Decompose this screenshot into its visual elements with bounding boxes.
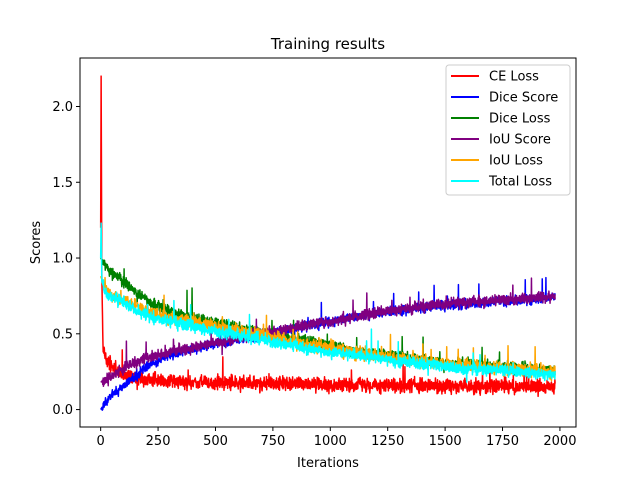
y-tick-label: 0.5 — [52, 327, 73, 342]
x-tick-label: 1500 — [429, 434, 462, 449]
legend-label: CE Loss — [489, 70, 539, 85]
x-tick-label: 250 — [146, 434, 171, 449]
legend-label: Total Loss — [488, 175, 552, 190]
x-tick-label: 1250 — [371, 434, 404, 449]
x-axis: 0 250 500 750 1000 1250 1500 1750 2000 — [97, 427, 576, 449]
y-tick-label: 0.0 — [52, 403, 73, 418]
series-line-ce-loss — [99, 75, 556, 398]
chart-title: Training results — [270, 35, 385, 53]
y-axis-title: Scores — [29, 221, 44, 264]
y-tick-label: 1.0 — [52, 252, 73, 267]
x-tick-label: 750 — [260, 434, 285, 449]
series-line-total-loss — [99, 222, 556, 383]
y-tick-label: 1.5 — [52, 176, 73, 191]
x-tick-label: 0 — [97, 434, 105, 449]
x-tick-label: 500 — [203, 434, 228, 449]
legend: CE Loss Dice Score Dice Loss IoU Score IoU L… — [445, 64, 571, 196]
plot-area — [79, 57, 577, 428]
plot-frame — [79, 57, 577, 428]
x-axis-title: Iterations — [297, 456, 359, 471]
series-group — [99, 75, 556, 411]
legend-label: IoU Loss — [489, 154, 543, 169]
legend-label: Dice Loss — [489, 112, 551, 127]
series-line-iou-score — [100, 277, 556, 388]
x-tick-label: 1000 — [314, 434, 347, 449]
x-tick-label: 2000 — [543, 434, 576, 449]
legend-label: IoU Score — [489, 133, 551, 148]
x-tick-label: 1750 — [486, 434, 519, 449]
y-axis: 0.0 0.5 1.0 1.5 2.0 — [52, 100, 80, 418]
y-tick-label: 2.0 — [52, 100, 73, 115]
legend-label: Dice Score — [489, 91, 558, 106]
